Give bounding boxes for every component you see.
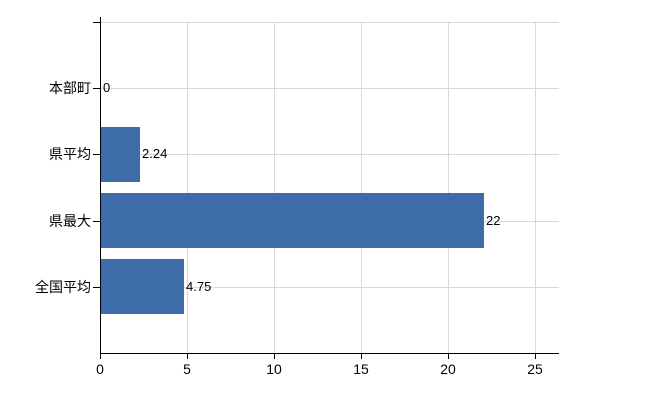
x-tick-label: 25 [527,361,543,377]
bar-value-label: 22 [486,213,501,228]
v-gridline [448,22,449,353]
bar [101,127,140,182]
x-axis-tick [100,353,101,359]
x-axis-tick [187,353,188,359]
y-axis-tick [93,88,100,89]
bar [101,193,484,248]
x-axis-tick [361,353,362,359]
bar-value-label: 4.75 [186,279,212,294]
v-gridline [535,22,536,353]
y-axis-tick [93,287,100,288]
x-axis-line [100,353,559,354]
x-tick-label: 5 [183,361,191,377]
v-gridline [361,22,362,353]
category-label: 県最大 [49,213,91,229]
x-tick-label: 20 [440,361,456,377]
x-axis-tick [448,353,449,359]
h-gridline [100,22,559,23]
h-gridline [100,88,559,89]
category-label: 全国平均 [35,279,91,295]
y-axis-line [100,17,101,354]
x-axis-tick [535,353,536,359]
bar-value-label: 0 [103,80,111,95]
x-tick-label: 10 [266,361,282,377]
category-label: 県平均 [49,146,91,162]
y-axis-tick [93,22,100,23]
y-axis-tick [93,154,100,155]
y-axis-tick [93,221,100,222]
x-tick-label: 0 [96,361,104,377]
bar [101,259,184,314]
v-gridline [274,22,275,353]
x-axis-tick [274,353,275,359]
x-tick-label: 15 [353,361,369,377]
category-label: 本部町 [49,80,91,96]
bar-value-label: 2.24 [142,146,168,161]
v-gridline [187,22,188,353]
h-gridline [100,154,559,155]
h-gridline [100,287,559,288]
